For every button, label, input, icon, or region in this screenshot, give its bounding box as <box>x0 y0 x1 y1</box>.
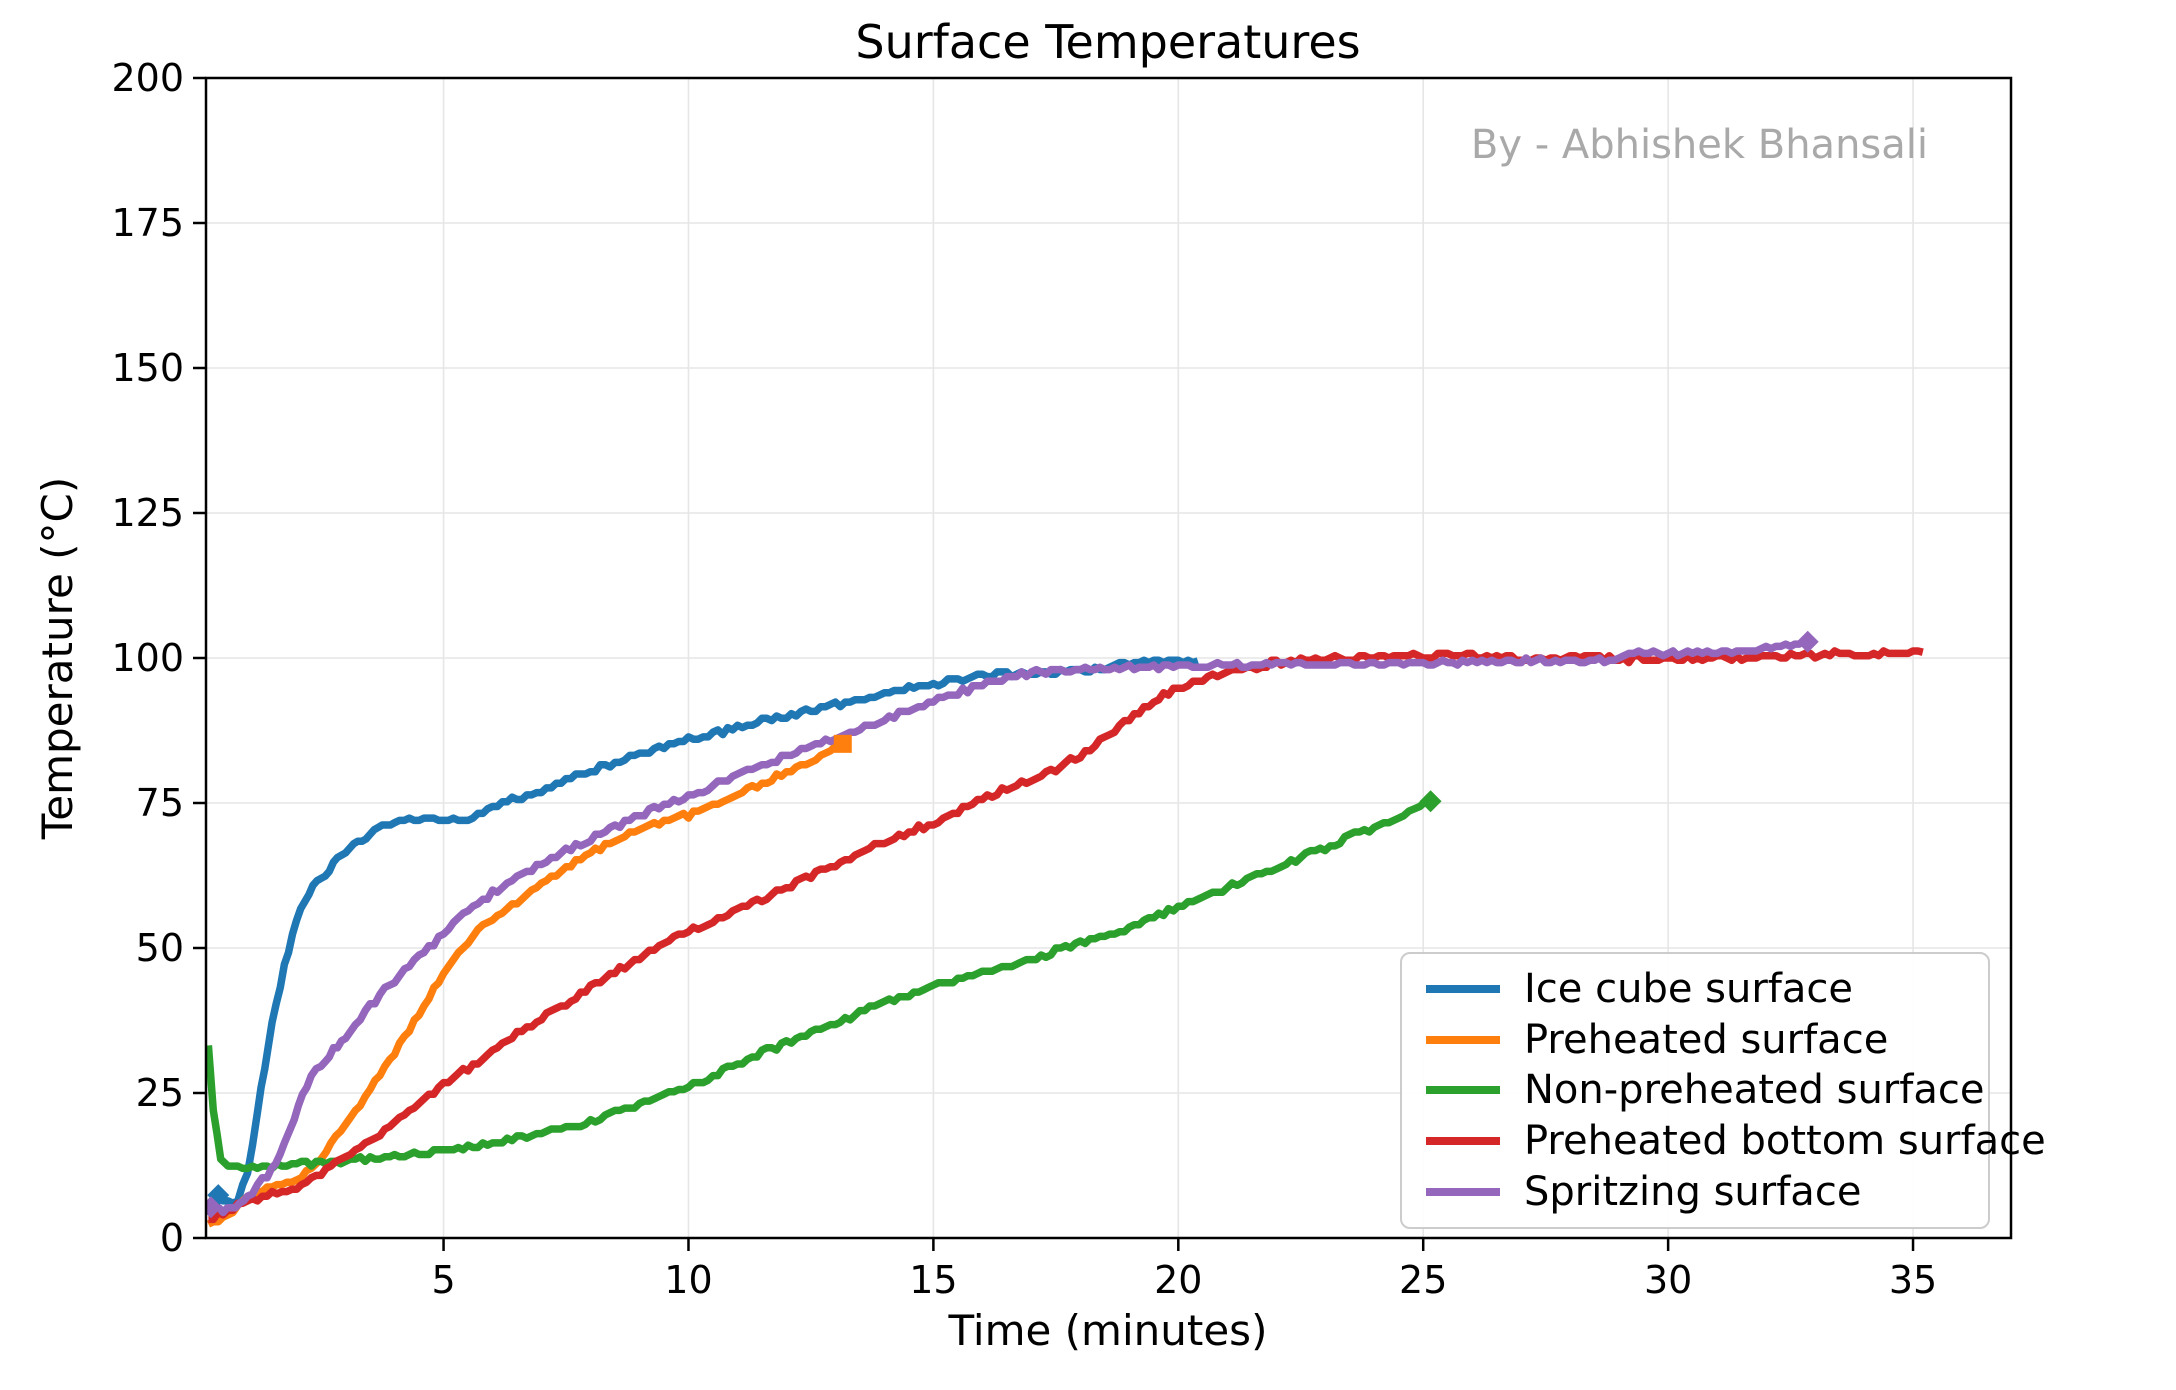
y-axis-label: Temperature (°C) <box>33 477 82 841</box>
legend-swatch <box>1426 1137 1500 1146</box>
series-line-ice-cube-surface <box>215 656 1200 1207</box>
legend: Ice cube surface Preheated surface Non-pre… <box>1400 952 2046 1229</box>
x-axis-label: Time (minutes) <box>948 1306 1268 1355</box>
legend-entry: Preheated surface <box>1402 1017 1988 1063</box>
watermark-text: By - Abhishek Bhansali <box>1471 122 1928 168</box>
y-tick-label: 200 <box>111 56 184 100</box>
legend-swatch <box>1426 1086 1500 1095</box>
legend-entry-label: Non-preheated surface <box>1524 1067 1985 1114</box>
data-marker-layer <box>206 630 1819 1219</box>
y-tick-label: 100 <box>111 636 184 680</box>
legend-entry-label: Preheated bottom surface <box>1524 1118 2046 1165</box>
legend-entry: Ice cube surface <box>1402 966 1988 1012</box>
y-tick-label: 75 <box>136 781 184 825</box>
x-tick-label: 25 <box>1399 1258 1447 1302</box>
y-tick-label: 150 <box>111 346 184 390</box>
y-tick-label: 175 <box>111 201 184 245</box>
axis-ticks: 5 10 15 20 25 30 35 0 25 50 75 100 125 150 175 200 <box>111 56 1937 1302</box>
legend-entry-label: Ice cube surface <box>1524 966 1854 1013</box>
series-line-spritzing-surface <box>210 638 1808 1217</box>
legend-entry: Spritzing surface <box>1402 1169 1988 1215</box>
series-line-non-preheated-surface <box>206 797 1431 1173</box>
x-tick-label: 30 <box>1644 1258 1692 1302</box>
legend-swatch <box>1426 1035 1500 1044</box>
series-marker-square-preheated-surface <box>833 734 852 753</box>
legend-entry-label: Spritzing surface <box>1524 1168 1862 1215</box>
chart-title: Surface Temperatures <box>855 15 1360 69</box>
series-line-preheated-surface <box>206 740 845 1228</box>
y-tick-label: 125 <box>111 491 184 535</box>
x-tick-label: 20 <box>1154 1258 1202 1302</box>
y-tick-label: 50 <box>136 926 184 970</box>
series-marker-diamond-non-preheated-surface <box>1419 790 1442 813</box>
y-tick-label: 25 <box>136 1071 184 1115</box>
y-tick-label: 0 <box>160 1216 184 1260</box>
x-tick-label: 5 <box>431 1258 455 1302</box>
legend-entry-label: Preheated surface <box>1524 1016 1889 1063</box>
legend-entry: Preheated bottom surface <box>1402 1118 2046 1164</box>
x-tick-label: 10 <box>664 1258 712 1302</box>
legend-entry: Non-preheated surface <box>1402 1067 1988 1113</box>
series-marker-diamond-spritzing-surface <box>1796 630 1819 653</box>
data-series-layer <box>206 638 1924 1228</box>
legend-swatch <box>1426 1187 1500 1196</box>
x-tick-label: 35 <box>1889 1258 1937 1302</box>
legend-swatch <box>1426 985 1500 994</box>
series-marker-diamond-spritzing-surface <box>206 1196 222 1219</box>
x-tick-label: 15 <box>909 1258 957 1302</box>
